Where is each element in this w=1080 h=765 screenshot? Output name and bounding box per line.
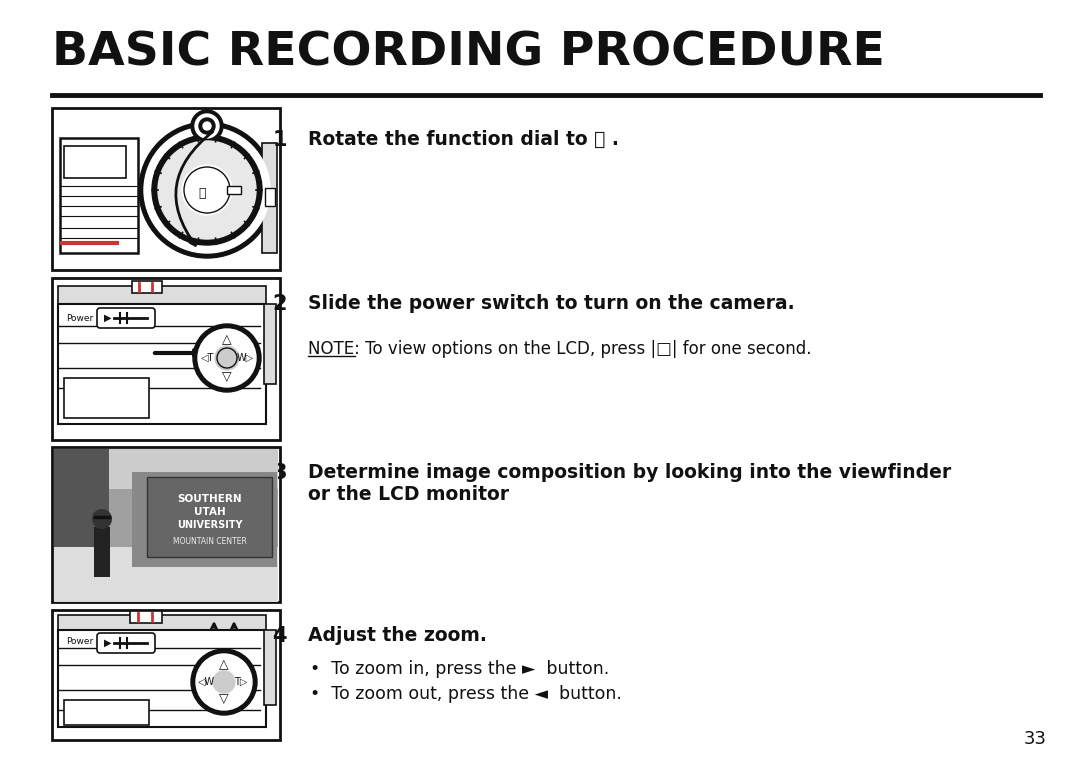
Circle shape	[144, 127, 270, 253]
Bar	[64, 378, 149, 418]
Text: Power: Power	[66, 314, 93, 323]
Circle shape	[183, 165, 232, 215]
Bar	[54, 449, 278, 489]
Bar	[54, 449, 109, 549]
Circle shape	[191, 110, 222, 142]
Circle shape	[215, 346, 239, 370]
Text: ▽: ▽	[222, 369, 232, 382]
Bar	[52, 108, 280, 270]
FancyBboxPatch shape	[97, 633, 156, 653]
Text: Rotate the function dial to ⛷ .: Rotate the function dial to ⛷ .	[308, 130, 619, 149]
Bar	[60, 138, 138, 253]
Text: Slide the power switch to turn on the camera.: Slide the power switch to turn on the ca…	[308, 294, 795, 313]
Text: 📷: 📷	[199, 187, 206, 200]
Text: W▷: W▷	[237, 353, 254, 363]
Bar	[58, 286, 266, 304]
Circle shape	[195, 654, 252, 710]
Bar	[58, 304, 266, 424]
Circle shape	[158, 141, 256, 239]
Text: •  To zoom out, press the ◄  button.: • To zoom out, press the ◄ button.	[310, 685, 622, 703]
Bar	[64, 146, 126, 178]
Circle shape	[203, 122, 211, 130]
Text: Adjust the zoom.: Adjust the zoom.	[308, 626, 487, 645]
Circle shape	[213, 671, 235, 693]
Text: 4: 4	[272, 626, 287, 646]
Text: ◁T: ◁T	[201, 353, 215, 363]
Bar	[54, 449, 278, 600]
Text: △: △	[222, 334, 232, 347]
Bar	[265, 188, 275, 206]
Text: 33: 33	[1024, 730, 1047, 748]
Text: BASIC RECORDING PROCEDURE: BASIC RECORDING PROCEDURE	[52, 30, 885, 75]
Bar	[52, 278, 280, 440]
Bar	[52, 447, 280, 602]
Circle shape	[191, 649, 257, 715]
Circle shape	[195, 114, 219, 138]
Text: Determine image composition by looking into the viewfinder: Determine image composition by looking i…	[308, 463, 951, 482]
Text: 1: 1	[272, 130, 287, 150]
Text: or the LCD monitor: or the LCD monitor	[308, 485, 509, 504]
Text: ◁W: ◁W	[198, 677, 215, 687]
Bar	[147, 477, 272, 557]
Bar	[132, 472, 276, 567]
Text: △: △	[219, 659, 229, 672]
Text: SOUTHERN: SOUTHERN	[178, 494, 242, 504]
Bar	[264, 304, 276, 384]
Text: MOUNTAIN CENTER: MOUNTAIN CENTER	[173, 538, 247, 546]
Bar	[64, 700, 149, 725]
Bar	[52, 610, 280, 740]
Text: T▷: T▷	[234, 677, 247, 687]
Text: UNIVERSITY: UNIVERSITY	[177, 520, 243, 530]
Circle shape	[198, 329, 256, 387]
Circle shape	[193, 324, 261, 392]
Text: Power: Power	[66, 637, 93, 646]
Bar	[227, 186, 241, 194]
Text: •  To zoom in, press the ►  button.: • To zoom in, press the ► button.	[310, 660, 609, 678]
Text: UTAH: UTAH	[194, 507, 226, 517]
Bar	[54, 547, 278, 602]
Circle shape	[139, 122, 275, 258]
Bar	[262, 143, 276, 253]
Bar	[58, 630, 266, 727]
FancyBboxPatch shape	[97, 308, 156, 328]
Text: ▽: ▽	[219, 692, 229, 705]
Bar	[132, 281, 162, 293]
Circle shape	[199, 118, 215, 134]
Bar	[264, 630, 276, 705]
Text: NOTE: To view options on the LCD, press |□| for one second.: NOTE: To view options on the LCD, press …	[308, 340, 811, 358]
Circle shape	[152, 135, 262, 245]
Text: ▶: ▶	[105, 313, 111, 323]
Text: 3: 3	[272, 463, 287, 483]
Text: ▶: ▶	[105, 638, 111, 648]
Text: 2: 2	[272, 294, 287, 314]
Circle shape	[92, 509, 112, 529]
Bar	[58, 615, 266, 630]
Bar	[130, 611, 162, 623]
Bar	[94, 527, 110, 577]
